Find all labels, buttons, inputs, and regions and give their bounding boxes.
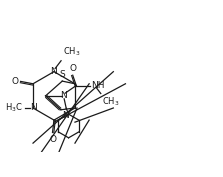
- Text: CH$_3$: CH$_3$: [102, 96, 119, 108]
- Text: CH$_3$: CH$_3$: [63, 46, 80, 58]
- Text: N: N: [60, 91, 67, 100]
- Text: NH: NH: [91, 81, 105, 90]
- Text: N: N: [51, 67, 57, 76]
- Text: H$_3$C: H$_3$C: [5, 102, 22, 114]
- Text: N: N: [62, 111, 69, 120]
- Text: N: N: [30, 104, 36, 113]
- Text: O: O: [69, 64, 76, 73]
- Text: O: O: [12, 77, 19, 86]
- Text: O: O: [49, 135, 56, 144]
- Text: S: S: [59, 70, 65, 79]
